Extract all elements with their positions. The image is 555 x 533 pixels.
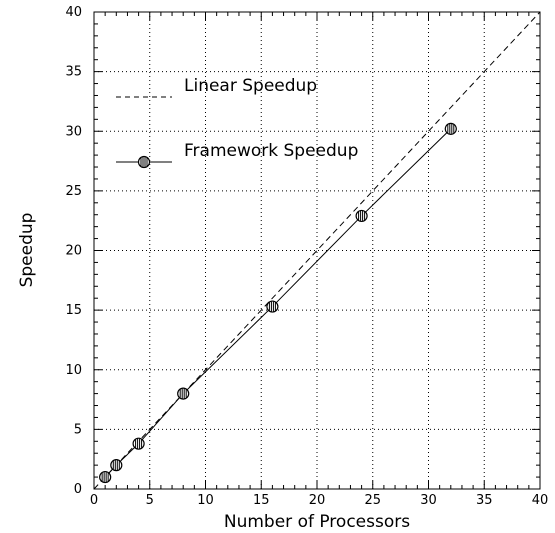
y-tick-label: 30 xyxy=(65,124,82,139)
y-axis-title: Speedup xyxy=(17,213,37,288)
x-tick-label: 5 xyxy=(146,493,154,508)
legend: Linear Speedup Framework Speedup xyxy=(116,76,358,169)
data-point xyxy=(99,470,112,484)
x-tick-label: 30 xyxy=(420,493,437,508)
data-point xyxy=(110,459,123,472)
y-tick-label: 15 xyxy=(65,303,82,318)
data-markers xyxy=(99,122,457,484)
y-tick-label: 25 xyxy=(65,184,82,199)
x-tick-label: 25 xyxy=(364,493,381,508)
y-tick-label: 40 xyxy=(65,5,82,20)
legend-label: Framework Speedup xyxy=(184,141,358,161)
data-point xyxy=(266,300,279,313)
x-tick-label: 35 xyxy=(476,493,493,508)
x-tick-label: 15 xyxy=(253,493,270,508)
x-tick-label: 40 xyxy=(532,493,549,508)
series-line-linear-speedup xyxy=(94,12,540,489)
x-axis-title: Number of Processors xyxy=(224,512,410,532)
legend-entry: Linear Speedup xyxy=(116,76,317,98)
legend-label: Linear Speedup xyxy=(184,76,317,96)
y-tick-label: 5 xyxy=(74,422,82,437)
data-point xyxy=(444,122,457,135)
x-tick-label: 0 xyxy=(90,493,98,508)
y-tick-label: 10 xyxy=(65,363,82,378)
x-tick-label: 10 xyxy=(197,493,214,508)
data-point xyxy=(132,437,145,450)
data-point xyxy=(177,387,190,400)
x-tick-label: 20 xyxy=(309,493,326,508)
legend-entry: Framework Speedup xyxy=(116,141,358,169)
y-tick-label: 0 xyxy=(74,482,82,497)
legend-marker xyxy=(137,155,151,169)
y-tick-label: 35 xyxy=(65,65,82,80)
data-point xyxy=(355,209,368,223)
y-tick-label: 20 xyxy=(65,244,82,259)
axis-ticks: 0 5 10 15 20 25 30 35 40 0 5 10 15 20 25 30 35 40 xyxy=(65,5,548,508)
